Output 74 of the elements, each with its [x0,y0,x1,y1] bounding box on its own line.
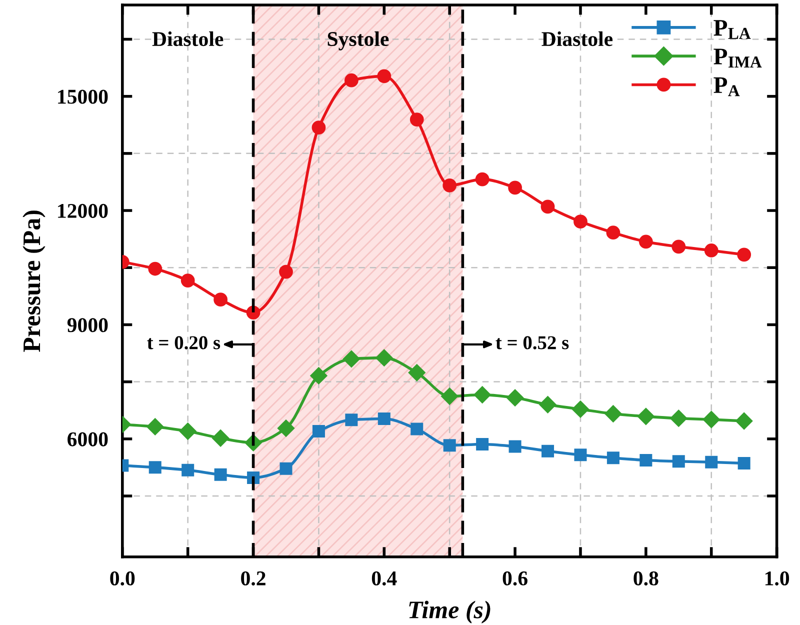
legend-label: P$_{LA}$ [714,20,751,39]
x-tick-label: 1.0 [765,571,790,586]
point [377,69,392,84]
point [312,425,325,438]
point [146,418,164,436]
x-tick-label: 0.6 [502,571,528,586]
point [572,400,590,418]
point [182,464,194,476]
point [408,364,426,382]
point [539,396,556,414]
point [376,349,393,366]
point [736,412,753,430]
point [214,468,227,481]
point [704,244,718,258]
point [737,248,752,262]
point [179,422,196,440]
point [441,388,458,405]
y-axis-title: Pressure (Pa) [22,210,46,352]
point [540,200,555,214]
y-tick-label: 12000 [58,204,108,218]
x-tick-label: 0.2 [241,571,266,586]
point [475,172,490,186]
point [738,456,750,470]
point [672,455,685,468]
point [604,405,622,422]
point [342,350,360,368]
point [574,214,588,229]
x-axis-title: Time (s) [409,600,490,624]
annotation: Diastole [152,31,224,46]
point [508,440,522,453]
point [606,226,620,240]
point [672,240,686,254]
point [312,120,326,134]
x-tick-label: 0.4 [372,571,397,586]
y-tick-label: 15000 [58,90,108,104]
point [345,414,358,426]
point [214,292,228,307]
point [606,452,620,464]
point [443,439,456,452]
y-tick-label: 6000 [68,432,108,446]
legend-label: P$_{IMA}$ [714,48,762,68]
ref-line-label: t = 0.20 s [147,336,220,350]
legend-label: P$_{A}$ [714,77,740,96]
point [279,264,293,279]
ref-line-label: t = 0.52 s [496,336,569,350]
y-tick-label: 9000 [67,318,108,332]
annotation: Diastole [542,31,613,46]
point [506,389,524,406]
point [574,448,587,462]
point [310,367,328,384]
point [542,444,554,458]
x-tick-label: 0.0 [110,571,135,586]
point [640,454,652,466]
point [702,410,720,428]
point [378,412,390,425]
point [280,462,292,475]
point [344,73,358,88]
point [670,410,688,427]
point [638,234,653,249]
point [410,422,424,436]
point [705,456,718,468]
point [212,430,230,447]
point [148,262,162,276]
point [410,112,424,127]
point [508,180,522,195]
point [476,438,489,450]
point [277,420,295,437]
point [474,386,491,404]
point [637,408,654,425]
point [148,461,162,474]
x-tick-label: 0.8 [634,571,658,586]
point [180,274,195,288]
point [442,178,457,192]
band-label: Systole [328,31,389,50]
